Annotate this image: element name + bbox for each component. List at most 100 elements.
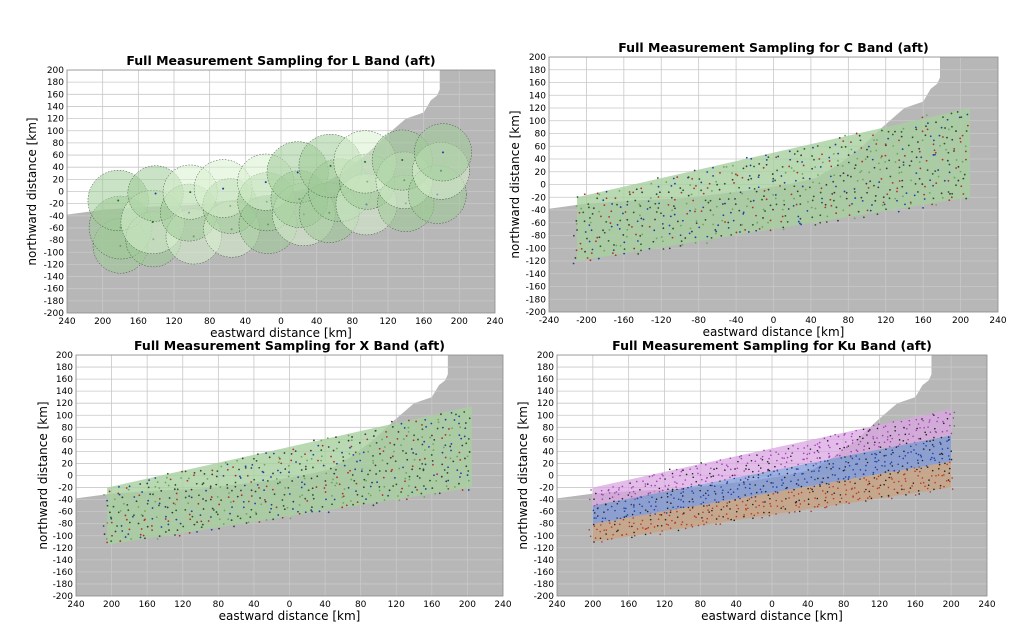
- measurement-point: [341, 496, 344, 499]
- measurement-point: [939, 484, 942, 487]
- measurement-point: [575, 222, 578, 225]
- measurement-point: [220, 465, 223, 468]
- measurement-point: [662, 248, 665, 250]
- measurement-point: [797, 484, 800, 487]
- measurement-point: [813, 470, 815, 472]
- measurement-point: [799, 222, 801, 225]
- measurement-point: [891, 478, 893, 480]
- measurement-point: [811, 216, 814, 219]
- measurement-point: [936, 420, 938, 423]
- measurement-point: [272, 452, 275, 455]
- measurement-point: [786, 456, 789, 459]
- measurement-point: [869, 429, 871, 431]
- measurement-point: [782, 228, 785, 231]
- measurement-point: [139, 483, 142, 485]
- measurement-point: [749, 164, 752, 167]
- measurement-point: [914, 470, 916, 473]
- measurement-point: [125, 487, 128, 489]
- measurement-point: [747, 478, 749, 481]
- y-axis-label: northward distance [km]: [516, 401, 530, 549]
- measurement-point: [141, 514, 144, 517]
- measurement-point: [706, 489, 709, 492]
- measurement-point: [254, 511, 257, 514]
- measurement-point: [780, 507, 782, 509]
- y-tick-label: 200: [529, 53, 546, 63]
- measurement-point: [680, 523, 683, 526]
- y-tick-label: 100: [537, 411, 554, 421]
- measurement-point: [949, 192, 951, 195]
- measurement-point: [718, 188, 721, 191]
- measurement-point: [943, 474, 945, 476]
- measurement-point: [633, 531, 635, 534]
- measurement-point: [589, 259, 592, 262]
- measurement-point: [692, 476, 695, 479]
- measurement-point: [411, 465, 414, 468]
- y-tick-label: 200: [56, 351, 73, 361]
- measurement-point: [631, 525, 633, 528]
- measurement-point: [882, 201, 885, 204]
- measurement-point: [676, 510, 678, 513]
- measurement-point: [915, 418, 918, 421]
- measurement-point: [705, 497, 707, 500]
- measurement-point: [303, 477, 306, 480]
- measurement-point: [359, 459, 362, 462]
- measurement-point: [831, 192, 834, 195]
- measurement-point: [604, 503, 607, 506]
- measurement-point: [908, 491, 910, 493]
- measurement-point: [262, 471, 265, 474]
- measurement-point: [845, 191, 848, 194]
- measurement-point: [611, 203, 613, 205]
- measurement-center: [329, 164, 332, 167]
- measurement-point: [868, 495, 871, 498]
- measurement-point: [940, 192, 943, 195]
- measurement-point: [207, 520, 210, 522]
- measurement-point: [844, 145, 847, 148]
- measurement-point: [956, 111, 959, 113]
- measurement-point: [897, 471, 899, 474]
- measurement-point: [848, 214, 851, 217]
- y-tick-label: -120: [534, 544, 555, 554]
- measurement-point: [599, 537, 602, 540]
- measurement-point: [839, 447, 841, 450]
- measurement-point: [300, 486, 303, 489]
- measurement-point: [306, 459, 308, 462]
- measurement-point: [825, 482, 828, 485]
- measurement-point: [921, 477, 924, 479]
- measurement-point: [343, 488, 346, 490]
- measurement-point: [838, 481, 841, 483]
- measurement-point: [890, 453, 893, 456]
- measurement-point: [921, 418, 923, 420]
- measurement-point: [805, 463, 807, 466]
- measurement-point: [245, 513, 248, 515]
- measurement-point: [628, 525, 631, 528]
- measurement-point: [646, 208, 649, 210]
- measurement-point: [712, 475, 715, 477]
- measurement-point: [875, 453, 878, 456]
- measurement-point: [753, 187, 756, 190]
- measurement-point: [879, 474, 882, 476]
- measurement-point: [745, 165, 748, 168]
- measurement-point: [682, 488, 685, 490]
- measurement-point: [862, 437, 864, 440]
- measurement-point: [465, 442, 468, 445]
- measurement-point: [859, 468, 862, 471]
- measurement-point: [654, 202, 657, 205]
- measurement-point: [190, 510, 193, 513]
- measurement-point: [812, 181, 814, 184]
- measurement-point: [787, 208, 790, 210]
- measurement-point: [619, 219, 622, 222]
- measurement-point: [925, 159, 928, 162]
- measurement-point: [397, 495, 399, 497]
- measurement-point: [216, 513, 219, 516]
- measurement-point: [769, 497, 771, 500]
- measurement-point: [828, 455, 831, 457]
- measurement-point: [349, 469, 351, 472]
- measurement-point: [375, 502, 378, 504]
- measurement-point: [921, 459, 924, 462]
- measurement-point: [774, 179, 776, 182]
- measurement-point: [144, 518, 146, 521]
- measurement-point: [351, 436, 353, 438]
- measurement-point: [210, 496, 213, 498]
- measurement-point: [878, 486, 881, 489]
- measurement-point: [642, 218, 645, 221]
